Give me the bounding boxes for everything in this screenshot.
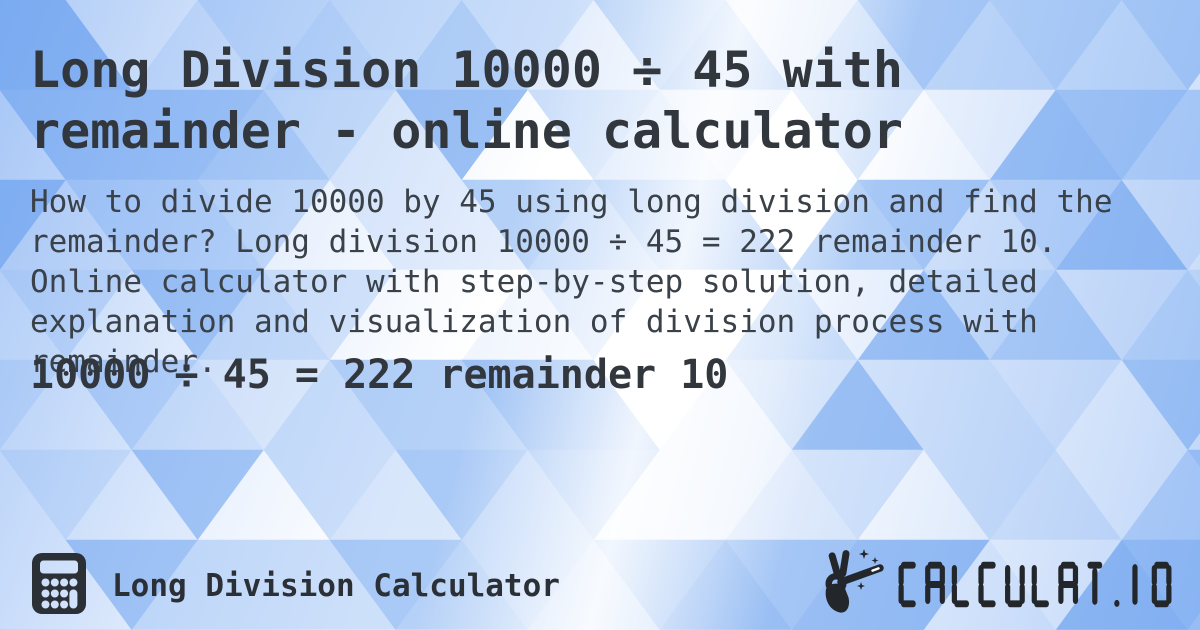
division-result: 10000 ÷ 45 = 222 remainder 10 — [30, 352, 729, 398]
magic-wand-hand-icon — [814, 549, 888, 619]
brand-wordmark — [898, 561, 1172, 607]
footer-site: Long Division Calculator — [30, 552, 560, 620]
site-name: Long Division Calculator — [112, 568, 560, 604]
brand-logo — [814, 549, 1172, 619]
page-description: How to divide 10000 by 45 using long div… — [30, 184, 1113, 380]
page-title: Long Division 10000 ÷ 45 with remainder … — [30, 41, 903, 160]
calculator-icon — [30, 551, 88, 621]
